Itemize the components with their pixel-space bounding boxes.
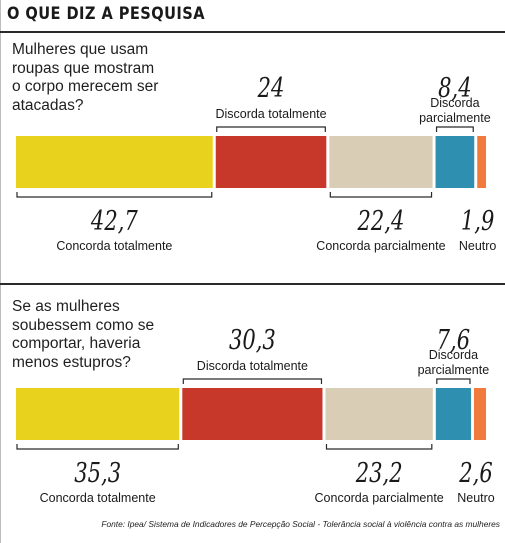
question-1-line-3: o corpo merecem ser — [12, 78, 159, 95]
chart-1-bar-discorda-parcialmente — [435, 136, 475, 188]
chart-2-value-discorda-totalmente: 30,3 — [229, 324, 276, 355]
chart-2-bracket-concorda-totalmente — [16, 444, 179, 450]
chart-2-bar-concorda-parcialmente — [325, 388, 433, 440]
chart-2-value-concorda-totalmente: 35,3 — [74, 457, 121, 488]
chart-1-label-discorda-totalmente: Discorda totalmente — [215, 107, 326, 121]
chart-2-value-discorda-parcialmente: 7,6 — [437, 324, 470, 355]
heading-rule — [0, 31, 505, 33]
chart-1-label-neutro: Neutro — [459, 239, 497, 253]
chart-1-value-discorda-totalmente: 24 — [257, 72, 285, 103]
chart-1-value-concorda-parcialmente: 22,4 — [357, 205, 405, 236]
chart-1-bracket-concorda-parcialmente — [329, 192, 433, 198]
chart-2-bracket-concorda-parcialmente — [325, 444, 433, 450]
chart-2-value-neutro: 2,6 — [458, 457, 492, 488]
chart-1-bar-concorda-totalmente — [16, 136, 213, 188]
chart-2-bracket-discorda-totalmente — [182, 378, 323, 384]
chart-1-bracket-discorda-parcialmente — [435, 126, 474, 132]
question-2-line-4: menos estupros? — [12, 353, 131, 371]
chart-1-bracket-concorda-totalmente — [16, 192, 213, 198]
chart-2-label-discorda-parcialmente-line-2: parcialmente — [418, 363, 490, 377]
question-1: Mulheres que usam roupas que mostram o c… — [12, 41, 187, 115]
chart-1-label-concorda-totalmente: Concorda totalmente — [56, 239, 172, 253]
chart-2-bar-discorda-totalmente — [182, 388, 323, 440]
chart-2-bar-neutro — [473, 388, 486, 440]
chart-1-svg: 42,7 Concorda totalmente 24 Discorda totalm… — [16, 72, 496, 253]
question-1-line-4: atacadas? — [12, 96, 84, 114]
chart-2-bar-concorda-totalmente — [16, 388, 180, 440]
question-1-line-1: Mulheres que usam — [12, 41, 149, 58]
chart-2-label-discorda-totalmente: Discorda totalmente — [197, 359, 308, 373]
chart-1-bar-discorda-totalmente — [215, 136, 327, 188]
chart-2-label-concorda-parcialmente: Concorda parcialmente — [315, 491, 444, 505]
chart-1-bar-neutro — [477, 136, 486, 188]
chart-1-label-discorda-parcialmente-line-1: Discorda — [430, 96, 479, 110]
chart-1-bar-concorda-parcialmente — [329, 136, 433, 188]
question-2-line-2: soubessem como se — [12, 316, 155, 334]
chart-1-label-discorda-parcialmente-line-2: parcialmente — [419, 111, 491, 125]
chart-1-value-concorda-totalmente: 42,7 — [90, 205, 138, 236]
source-note: Fonte: Ipea/ Sistema de Indicadores de P… — [101, 519, 500, 529]
chart-1-label-concorda-parcialmente: Concorda parcialmente — [316, 239, 445, 253]
chart-2-bar-discorda-parcialmente — [435, 388, 471, 440]
chart-2-svg: 35,3 Concorda totalmente 30,3 Discorda tota… — [16, 324, 495, 505]
question-2-line-1: Se as mulheres — [12, 298, 120, 315]
question-2: Se as mulheres soubessem como se comport… — [12, 298, 187, 372]
section-divider — [0, 283, 505, 285]
chart-2-label-discorda-parcialmente-line-1: Discorda — [429, 348, 478, 362]
chart-1-value-discorda-parcialmente: 8,4 — [438, 72, 471, 103]
chart-1-bracket-discorda-totalmente — [216, 126, 326, 132]
chart-2-label-concorda-totalmente: Concorda totalmente — [40, 491, 156, 505]
chart-2-label-neutro: Neutro — [457, 491, 495, 505]
question-1-line-2: roupas que mostram — [12, 59, 155, 77]
chart-2-value-concorda-parcialmente: 23,2 — [355, 457, 403, 488]
infographic-heading: O QUE DIZ A PESQUISA — [7, 4, 205, 24]
question-2-line-3: comportar, haveria — [12, 335, 141, 352]
chart-1-value-neutro: 1,9 — [461, 205, 494, 236]
chart-2-bracket-discorda-parcialmente — [436, 378, 471, 384]
